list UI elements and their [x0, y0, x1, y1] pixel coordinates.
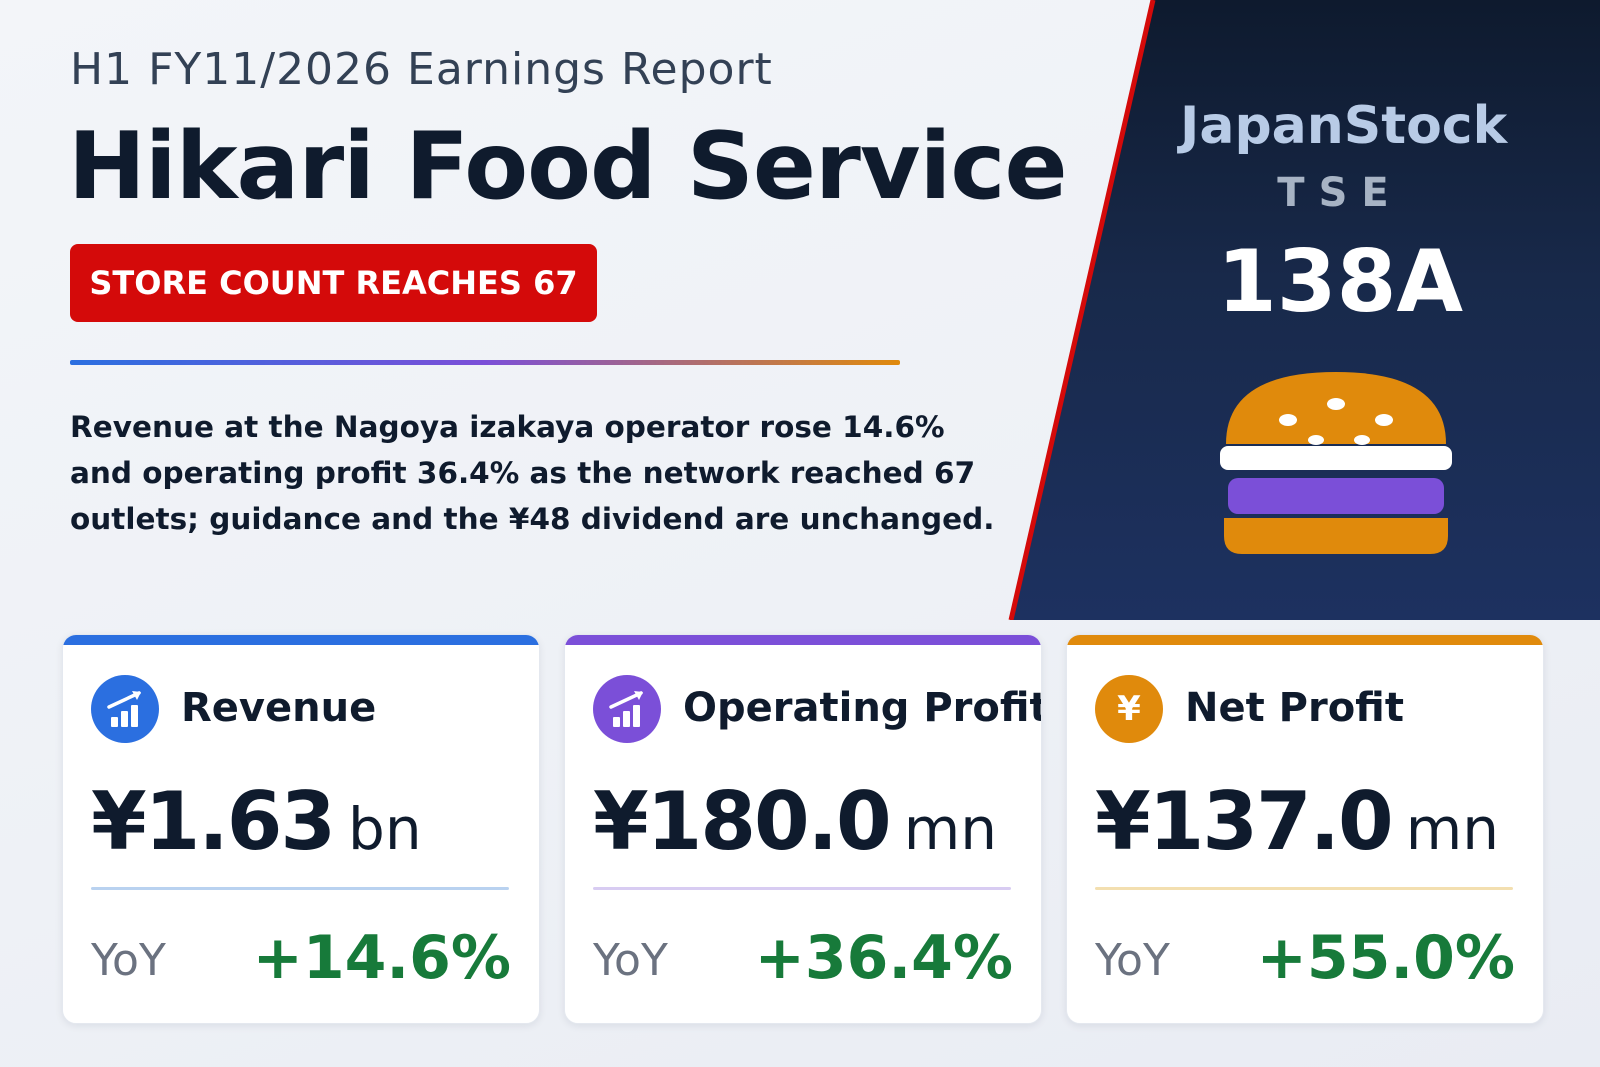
yoy-value: +14.6%	[252, 923, 511, 993]
yen-glyph: ¥	[1117, 689, 1141, 729]
card-value-unit: mn	[1405, 795, 1499, 863]
headline-badge: STORE COUNT REACHES 67	[70, 244, 597, 322]
report-subtitle: H1 FY11/2026 Earnings Report	[70, 44, 773, 95]
card-value: ¥1.63 bn	[91, 775, 422, 868]
card-value-unit: mn	[903, 795, 997, 863]
card-title: Revenue	[181, 685, 377, 731]
card-divider	[593, 887, 1011, 890]
card-value-number: ¥137.0	[1095, 775, 1394, 868]
brand-name: JapanStock	[1180, 96, 1508, 156]
summary-text: Revenue at the Nagoya izakaya operator r…	[70, 404, 995, 542]
yen-icon: ¥	[1095, 675, 1163, 743]
card-value-number: ¥1.63	[91, 775, 336, 868]
card-value-unit: bn	[348, 795, 422, 863]
card-accent-bar	[565, 635, 1041, 645]
card-divider	[91, 887, 509, 890]
company-name: Hikari Food Service	[68, 112, 1068, 220]
yoy-label: YoY	[91, 935, 166, 986]
summary-line: outlets; guidance and the ¥48 dividend a…	[70, 502, 995, 536]
card-accent-bar	[63, 635, 539, 645]
card-title: Net Profit	[1185, 685, 1404, 731]
card-title: Operating Profit	[683, 685, 1042, 731]
bar-chart-up-icon	[91, 675, 159, 743]
exchange-label: TSE	[1277, 170, 1403, 216]
burger-icon	[1220, 372, 1452, 554]
card-accent-bar	[1067, 635, 1543, 645]
gradient-divider	[70, 360, 900, 365]
ticker-code: 138A	[1216, 232, 1464, 332]
card-divider	[1095, 887, 1513, 890]
net-profit-card: ¥ Net Profit ¥137.0 mn YoY +55.0%	[1066, 634, 1544, 1024]
yoy-value: +36.4%	[754, 923, 1013, 993]
card-value: ¥180.0 mn	[593, 775, 997, 868]
bar-chart-up-icon	[593, 675, 661, 743]
summary-line: Revenue at the Nagoya izakaya operator r…	[70, 410, 945, 444]
card-value-number: ¥180.0	[593, 775, 892, 868]
yoy-label: YoY	[1095, 935, 1170, 986]
yoy-label: YoY	[593, 935, 668, 986]
summary-line: and operating profit 36.4% as the networ…	[70, 456, 976, 490]
revenue-card: Revenue ¥1.63 bn YoY +14.6%	[62, 634, 540, 1024]
yoy-value: +55.0%	[1256, 923, 1515, 993]
operating-profit-card: Operating Profit ¥180.0 mn YoY +36.4%	[564, 634, 1042, 1024]
card-value: ¥137.0 mn	[1095, 775, 1499, 868]
